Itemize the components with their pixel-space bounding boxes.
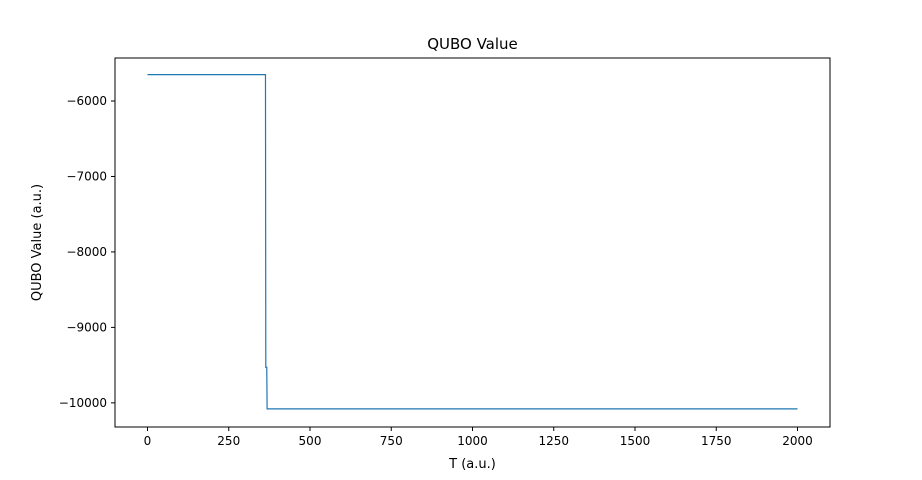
- y-axis-ticks: −6000 −7000 −8000 −9000 −10000: [59, 94, 115, 410]
- x-tick-label: 250: [217, 434, 240, 448]
- x-tick-label: 500: [299, 434, 322, 448]
- y-tick-label: −7000: [66, 169, 107, 183]
- x-tick-label: 750: [380, 434, 403, 448]
- x-axis-label: T (a.u.): [448, 457, 496, 472]
- x-tick-label: 1000: [457, 434, 488, 448]
- x-tick-label: 2000: [782, 434, 813, 448]
- chart-title: QUBO Value: [427, 35, 518, 53]
- y-axis-label: QUBO Value (a.u.): [30, 184, 45, 301]
- x-tick-label: 1500: [620, 434, 651, 448]
- series-line: [147, 73, 798, 410]
- y-tick-label: −9000: [66, 320, 107, 334]
- y-tick-label: −6000: [66, 94, 107, 108]
- y-tick-label: −10000: [59, 396, 107, 410]
- y-tick-label: −8000: [66, 245, 107, 259]
- series-layer: [147, 73, 798, 410]
- x-tick-label: 0: [144, 434, 152, 448]
- x-axis-ticks: 0 250 500 750 1000 1250 1500 1750 2000: [144, 427, 813, 448]
- x-tick-label: 1750: [701, 434, 732, 448]
- x-tick-label: 1250: [538, 434, 569, 448]
